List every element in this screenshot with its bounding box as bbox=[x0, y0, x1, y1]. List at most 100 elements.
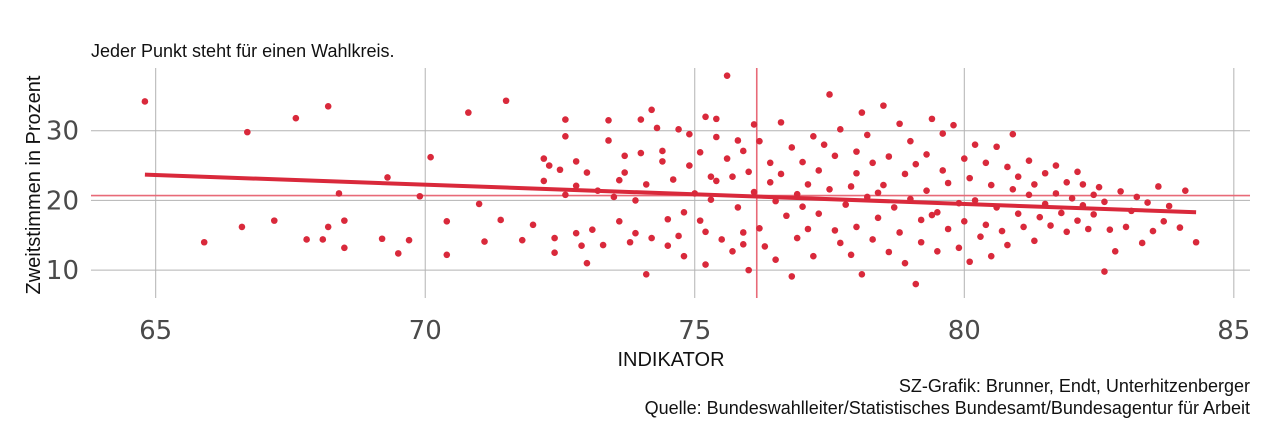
data-point bbox=[723, 72, 731, 79]
data-point bbox=[987, 181, 995, 189]
data-point bbox=[1144, 199, 1151, 206]
x-tick-label: 70 bbox=[409, 316, 442, 346]
grid bbox=[91, 68, 1250, 298]
data-point bbox=[378, 235, 386, 243]
data-point bbox=[1063, 179, 1071, 186]
data-point bbox=[562, 191, 569, 199]
y-axis-ticks: 10 20 30 bbox=[46, 117, 79, 286]
data-point bbox=[481, 238, 488, 245]
data-point bbox=[1052, 162, 1060, 169]
data-point bbox=[529, 221, 537, 229]
data-point bbox=[772, 256, 779, 263]
data-point bbox=[917, 216, 925, 224]
data-point bbox=[1036, 213, 1044, 221]
data-point bbox=[589, 226, 596, 233]
data-point bbox=[572, 158, 580, 165]
data-point bbox=[1031, 237, 1038, 245]
data-point bbox=[621, 152, 628, 160]
data-point bbox=[1165, 202, 1173, 210]
data-point bbox=[583, 259, 591, 267]
data-point bbox=[1058, 209, 1065, 217]
data-point bbox=[303, 236, 310, 243]
data-point bbox=[750, 121, 758, 128]
data-point bbox=[642, 271, 650, 278]
data-point bbox=[750, 188, 758, 196]
data-point bbox=[341, 217, 348, 224]
data-point bbox=[739, 147, 747, 155]
data-point bbox=[729, 248, 736, 255]
data-point bbox=[885, 153, 893, 160]
data-point bbox=[1176, 224, 1184, 231]
data-point bbox=[1009, 130, 1017, 138]
data-point bbox=[810, 133, 817, 140]
data-point bbox=[880, 181, 887, 189]
data-point bbox=[799, 203, 806, 210]
data-point bbox=[1041, 169, 1049, 177]
data-point bbox=[896, 120, 903, 128]
data-point bbox=[648, 234, 655, 242]
data-point bbox=[1014, 173, 1022, 181]
data-point bbox=[739, 241, 747, 248]
data-point bbox=[648, 106, 655, 114]
data-point bbox=[831, 152, 839, 160]
data-point bbox=[384, 174, 391, 181]
data-point bbox=[820, 141, 828, 148]
data-point bbox=[853, 148, 860, 155]
data-point bbox=[405, 236, 413, 244]
data-point bbox=[944, 225, 952, 233]
data-point bbox=[1025, 191, 1033, 199]
data-point bbox=[734, 204, 742, 211]
credit-line-2: Quelle: Bundeswahlleiter/Statistisches B… bbox=[645, 398, 1250, 418]
data-point bbox=[847, 251, 855, 259]
data-point bbox=[1025, 157, 1033, 164]
data-point bbox=[669, 176, 677, 183]
data-point bbox=[702, 261, 709, 268]
data-point bbox=[562, 133, 569, 140]
data-point bbox=[540, 155, 548, 162]
data-point bbox=[1138, 239, 1146, 247]
data-point bbox=[804, 225, 812, 233]
data-point bbox=[615, 218, 623, 225]
data-point bbox=[502, 97, 510, 105]
data-point bbox=[885, 248, 893, 256]
data-point bbox=[939, 167, 947, 174]
data-point bbox=[734, 137, 742, 144]
data-point bbox=[939, 130, 947, 137]
data-point bbox=[804, 181, 812, 188]
data-point bbox=[707, 196, 715, 204]
data-point bbox=[966, 174, 973, 182]
data-point bbox=[1133, 193, 1141, 201]
data-point bbox=[659, 147, 666, 155]
data-point bbox=[443, 251, 451, 259]
data-point bbox=[707, 173, 715, 181]
data-point bbox=[901, 259, 909, 267]
data-point bbox=[923, 151, 930, 158]
data-point bbox=[777, 170, 785, 178]
data-point bbox=[874, 214, 882, 222]
trend-line bbox=[144, 172, 1197, 215]
data-point bbox=[1149, 227, 1157, 235]
data-point bbox=[874, 189, 882, 197]
data-point bbox=[896, 229, 903, 236]
data-point bbox=[837, 126, 844, 133]
data-point bbox=[686, 162, 693, 169]
data-point bbox=[545, 162, 553, 169]
data-point bbox=[653, 124, 661, 132]
data-point bbox=[416, 192, 424, 200]
y-tick-label: 10 bbox=[46, 256, 79, 286]
data-point bbox=[632, 229, 639, 237]
data-point bbox=[270, 217, 278, 224]
data-point bbox=[745, 266, 752, 274]
data-point bbox=[1101, 268, 1108, 275]
data-point bbox=[1004, 163, 1011, 171]
data-point bbox=[1079, 181, 1087, 188]
data-point bbox=[901, 170, 909, 178]
data-point bbox=[1090, 191, 1097, 199]
data-point bbox=[680, 252, 688, 260]
data-point bbox=[799, 158, 806, 166]
data-point bbox=[578, 242, 585, 250]
data-point bbox=[756, 137, 763, 145]
data-point bbox=[858, 109, 866, 116]
data-point bbox=[1182, 187, 1189, 194]
data-point bbox=[826, 91, 833, 98]
